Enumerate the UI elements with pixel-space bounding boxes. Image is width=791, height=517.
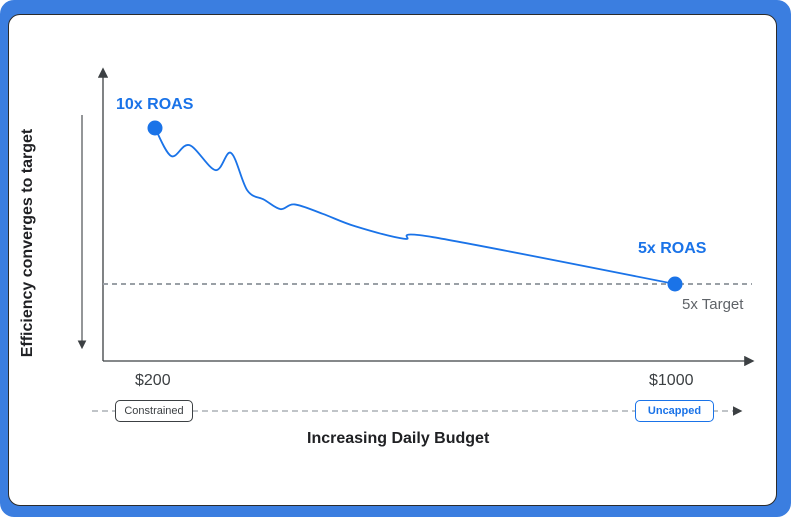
- x-tick-max-label: $1000: [649, 372, 694, 389]
- target-label: 5x Target: [682, 296, 744, 313]
- x-axis-label: Increasing Daily Budget: [307, 430, 490, 447]
- y-axis-label: Efficiency converges to target: [19, 128, 36, 358]
- start-point-marker: [147, 120, 163, 136]
- constrained-badge: Constrained: [115, 400, 193, 422]
- uncapped-badge: Uncapped: [635, 400, 714, 422]
- end-point-marker: [667, 276, 683, 292]
- efficiency-curve: [154, 127, 676, 285]
- end-annotation: 5x ROAS: [638, 240, 707, 257]
- x-tick-min-label: $200: [135, 372, 171, 389]
- start-annotation: 10x ROAS: [116, 96, 194, 113]
- diagram-card: [8, 14, 777, 506]
